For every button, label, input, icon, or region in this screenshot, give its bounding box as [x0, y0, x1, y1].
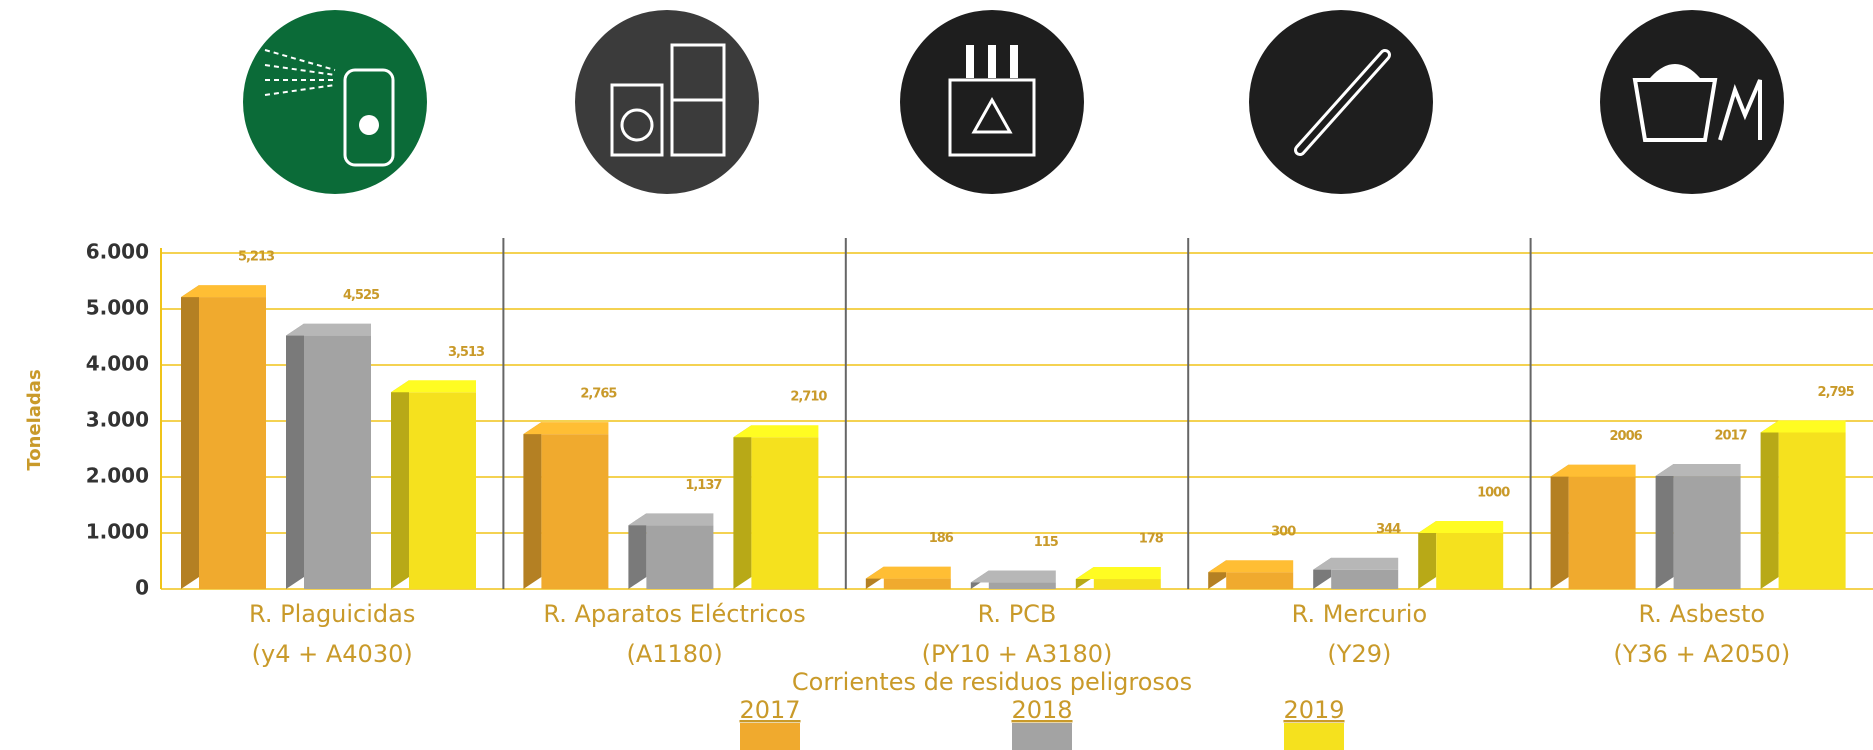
bar-side [1418, 521, 1437, 589]
value-label: 3,513 [448, 345, 485, 360]
bar-top [181, 285, 266, 298]
legend-swatch [1012, 723, 1072, 750]
value-label: 300 [1271, 525, 1296, 540]
icon-pesticide [243, 10, 427, 194]
bar-side [286, 323, 304, 589]
bar-top [733, 425, 819, 438]
value-label: 344 [1376, 522, 1401, 537]
bar-top [970, 570, 1056, 583]
y-tick-label: 3.000 [86, 408, 149, 432]
value-label: 115 [1034, 535, 1059, 550]
bar-side [1760, 420, 1779, 589]
icon-asbestos [1600, 10, 1784, 194]
y-axis-title: Toneladas [24, 369, 45, 470]
x-tick-label: R. Mercurio [1292, 600, 1428, 628]
value-label: 2,765 [580, 387, 617, 402]
bar [1673, 476, 1741, 589]
value-label: 2,795 [1818, 385, 1855, 400]
value-label: 2006 [1610, 429, 1643, 444]
x-tick-label: (A1180) [626, 640, 722, 668]
y-tick-label: 1.000 [86, 520, 149, 544]
bar-top [1208, 560, 1294, 573]
bar [646, 525, 714, 589]
y-tick-label: 2.000 [86, 464, 149, 488]
value-label: 178 [1139, 532, 1164, 547]
bar [988, 582, 1056, 589]
bar [883, 578, 951, 589]
bar-side [733, 425, 752, 589]
bar-top [391, 380, 476, 393]
bar-top [1418, 521, 1504, 533]
bar-top [1655, 464, 1741, 477]
legend-swatch [740, 723, 800, 750]
legend-swatch [1284, 723, 1344, 750]
bar-top [628, 513, 714, 526]
value-label: 186 [929, 531, 954, 546]
bar-top [1075, 567, 1161, 580]
icons [243, 10, 1784, 194]
bar [751, 437, 819, 589]
bar [199, 297, 266, 589]
bar-side [628, 513, 647, 589]
x-tick-label: R. Plaguicidas [249, 600, 415, 628]
bar [1778, 432, 1846, 589]
bar-top [1313, 557, 1399, 570]
y-tick-label: 4.000 [86, 352, 149, 376]
bar [1331, 569, 1399, 589]
y-tick-label: 5.000 [86, 296, 149, 320]
bar [1568, 476, 1636, 589]
legend-label: 2018 [1011, 696, 1072, 724]
value-label: 2017 [1715, 429, 1748, 444]
x-axis-title: Corrientes de residuos peligrosos [792, 668, 1192, 696]
x-tick-label: R. Aparatos Eléctricos [543, 600, 805, 628]
x-tick-label: (Y29) [1327, 640, 1391, 668]
bar-top [1760, 420, 1846, 433]
bar-top [865, 566, 951, 579]
bar-side [1550, 464, 1569, 589]
bar [1436, 533, 1504, 589]
legend-label: 2019 [1283, 696, 1344, 724]
bar [304, 335, 371, 589]
bar-side [523, 422, 542, 589]
value-label: 1,137 [685, 478, 722, 493]
bar [1226, 572, 1294, 589]
value-label: 4,525 [343, 288, 380, 303]
bar [541, 434, 609, 589]
x-tick-label: (y4 + A4030) [252, 640, 413, 668]
value-label: 2,710 [790, 390, 827, 405]
bar [1093, 579, 1161, 589]
x-tick-label: (PY10 + A3180) [922, 640, 1113, 668]
bar-top [523, 422, 609, 435]
icon-appliances [575, 10, 759, 194]
bar [409, 392, 476, 589]
y-tick-label: 0 [135, 576, 149, 600]
y-tick-label: 6.000 [86, 240, 149, 264]
legend-label: 2017 [739, 696, 800, 724]
bar-top [286, 323, 371, 336]
x-tick-label: (Y36 + A2050) [1613, 640, 1790, 668]
x-tick-label: R. PCB [978, 600, 1057, 628]
bar-side [1655, 464, 1674, 589]
value-label: 5,213 [238, 250, 275, 265]
bar-side [181, 285, 199, 589]
value-label: 1000 [1477, 486, 1510, 501]
x-tick-label: R. Asbesto [1638, 600, 1765, 628]
bar-side [391, 380, 409, 589]
bar-top [1550, 464, 1636, 477]
